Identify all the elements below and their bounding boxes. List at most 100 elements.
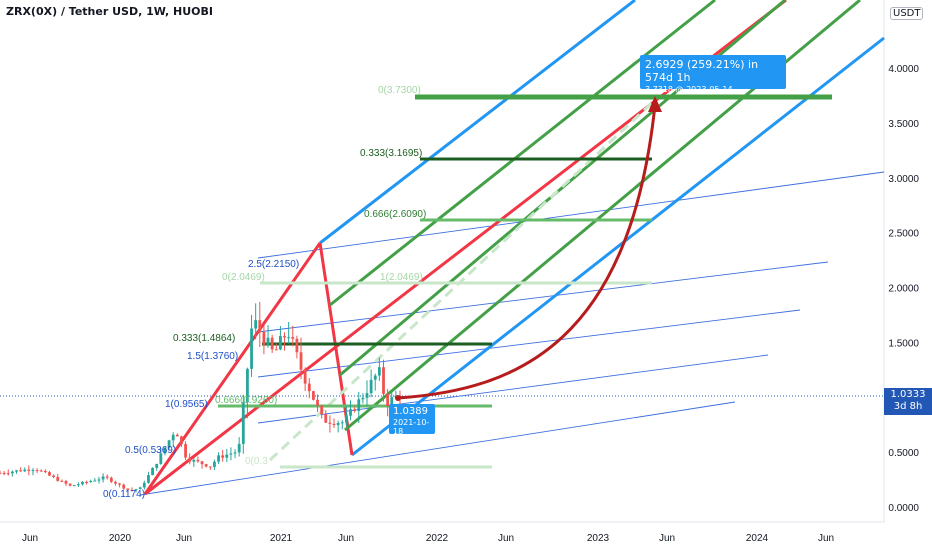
fib-label: 0(0.1174) xyxy=(103,489,145,500)
fib-label: 0(2.0469) xyxy=(222,272,265,283)
candle-body xyxy=(369,379,373,394)
candle-body xyxy=(19,470,23,472)
pitchfork-handle xyxy=(143,242,322,495)
candle-body xyxy=(316,399,319,406)
candle-body xyxy=(52,475,56,478)
candle-body xyxy=(382,367,385,394)
candle-body xyxy=(250,328,253,369)
candle-body xyxy=(340,422,344,424)
projection-label: 2.6929 (259.21%) in 574d 1h 3.7318 @ 202… xyxy=(640,55,786,94)
time-tick-label: Jun xyxy=(818,533,834,544)
candle-body xyxy=(184,444,187,458)
candle-body xyxy=(163,447,167,454)
candle-body xyxy=(167,440,171,448)
fib-label: 0(0.3 xyxy=(245,456,268,467)
last-price-value: 1.0333 xyxy=(890,389,926,400)
price-axis[interactable]: 0.00000.50001.00001.50002.00002.50003.00… xyxy=(888,64,919,514)
candle-body xyxy=(68,483,72,486)
candle-body xyxy=(233,452,237,454)
time-tick-label: Jun xyxy=(659,533,675,544)
candle-body xyxy=(142,482,146,488)
candle-body xyxy=(64,480,68,484)
time-tick-label: 2023 xyxy=(587,533,610,544)
candle-body xyxy=(151,467,154,476)
channel-line xyxy=(257,309,801,378)
time-axis[interactable]: Jun 2020 Jun 2021 Jun 2022 Jun 2023 Jun 2024 Jun xyxy=(22,533,834,544)
candle-body xyxy=(217,455,220,462)
candle-body xyxy=(221,455,225,458)
candle-body xyxy=(105,476,109,478)
point-label: 1.0389 2021-10-18 xyxy=(389,404,435,436)
projection-arc xyxy=(397,104,657,400)
candle-body xyxy=(39,470,43,472)
fib-label: 0(3.7300) xyxy=(378,85,421,96)
candle-body xyxy=(155,463,159,468)
price-tick-label: 0.5000 xyxy=(888,448,919,459)
candle-body xyxy=(225,454,229,458)
point-label-price: 1.0389 xyxy=(393,406,428,417)
candle-body xyxy=(204,464,208,467)
channel-line xyxy=(257,171,885,259)
candle-body xyxy=(274,349,278,351)
candle-body xyxy=(213,461,216,467)
candle-body xyxy=(101,476,105,480)
fib-label: 0.666(0.9260) xyxy=(215,395,277,406)
candle-body xyxy=(0,472,2,474)
price-tick-label: 1.5000 xyxy=(888,338,919,349)
fib-levels xyxy=(218,94,832,469)
candle-body xyxy=(2,472,6,474)
channel-line xyxy=(139,401,736,496)
candle-body xyxy=(320,405,324,415)
currency-badge[interactable]: USDT xyxy=(890,7,924,20)
time-tick-label: Jun xyxy=(498,533,514,544)
fib-label: 1.5(1.3760) xyxy=(187,351,238,362)
fib-label: 0.333(3.1695) xyxy=(360,148,422,159)
arrow-head-icon xyxy=(648,96,662,112)
candle-body xyxy=(134,489,138,491)
candle-body xyxy=(258,320,262,333)
candle-body xyxy=(43,471,47,473)
candle-body xyxy=(138,487,142,490)
candle-body xyxy=(336,423,340,426)
symbol-title[interactable]: ZRX(0X) / Tether USD, 1W, HUOBI xyxy=(6,5,213,18)
time-tick-label: Jun xyxy=(338,533,354,544)
time-tick-label: Jun xyxy=(176,533,192,544)
candle-body xyxy=(373,375,377,380)
candle-body xyxy=(89,481,93,483)
candle-body xyxy=(175,434,179,437)
fib-label: 0.5(0.5369) xyxy=(125,445,176,456)
price-tick-label: 0.0000 xyxy=(888,503,919,514)
channel-line xyxy=(257,261,829,333)
candle-body xyxy=(126,488,130,490)
candle-body xyxy=(361,397,365,400)
candle-body xyxy=(35,470,39,472)
price-tick-label: 2.0000 xyxy=(888,284,919,295)
fib-labels: 0(3.7300) 0.333(3.1695) 0.666(2.6090) 2.… xyxy=(103,85,426,500)
candle-body xyxy=(27,469,31,471)
candle-body xyxy=(241,402,245,444)
candle-body xyxy=(85,481,88,483)
time-tick-label: 2024 xyxy=(746,533,769,544)
candle-body xyxy=(357,399,361,411)
candle-body xyxy=(147,475,150,483)
candle-body xyxy=(10,471,14,474)
candle-body xyxy=(283,335,286,338)
candle-body xyxy=(349,409,352,416)
candle-body xyxy=(48,472,51,476)
price-tick-label: 3.0000 xyxy=(888,174,919,185)
candle-body xyxy=(130,489,134,491)
candle-body xyxy=(93,480,97,482)
candle-body xyxy=(386,393,390,407)
candle-body xyxy=(76,484,80,486)
candle-body xyxy=(324,414,328,423)
candle-body xyxy=(97,479,101,481)
candle-body xyxy=(299,352,303,370)
candle-body xyxy=(188,457,192,462)
candle-body xyxy=(312,391,315,400)
candle-body xyxy=(180,436,183,445)
candle-body xyxy=(6,473,10,475)
price-tick-label: 3.5000 xyxy=(888,119,919,130)
pitchfork-upper-tine xyxy=(319,0,636,245)
